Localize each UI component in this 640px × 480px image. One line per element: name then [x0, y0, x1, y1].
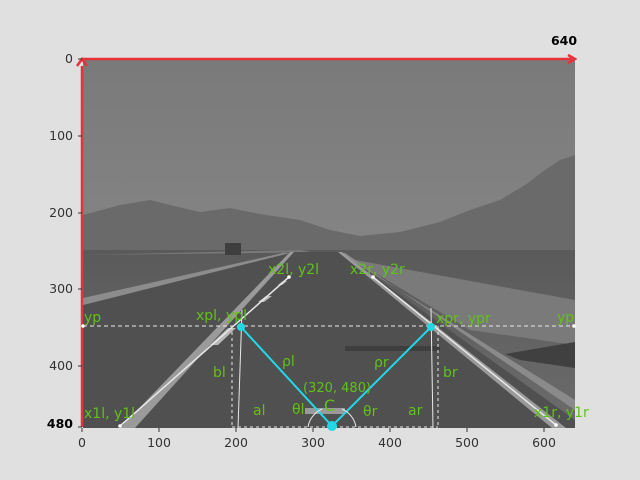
x-tick-label: 400	[378, 435, 402, 450]
x-tick-label: 200	[224, 435, 248, 450]
x-max-label: 640	[551, 33, 577, 48]
angle-arcs	[307, 408, 357, 428]
label-a-left: al	[253, 403, 265, 419]
y-ticks	[78, 58, 82, 428]
point-c	[327, 421, 337, 431]
point-pr	[427, 323, 435, 331]
point-2r	[371, 275, 375, 279]
y-tick-label: 300	[49, 281, 73, 296]
x-tick-label: 600	[532, 435, 556, 450]
label-yp-right: yp	[557, 310, 574, 326]
y-tick-label: 100	[49, 128, 73, 143]
label-yp-left: yp	[84, 310, 101, 326]
label-b-left: bl	[213, 365, 226, 381]
y-tick-label: 400	[49, 358, 73, 373]
point-2l	[287, 275, 291, 279]
y-tick-label: 200	[49, 205, 73, 220]
y-max-label: 480	[47, 416, 73, 431]
label-p1-right: x1r, y1r	[534, 405, 589, 421]
label-p2-right: x2r, y2r	[350, 262, 405, 278]
label-p1-left: x1l, y1l	[84, 406, 135, 422]
label-theta-right: θr	[363, 404, 378, 420]
x-tick-label: 100	[147, 435, 171, 450]
label-rho-right: ρr	[374, 355, 389, 371]
point-1l	[118, 424, 122, 428]
point-yp-left	[81, 324, 85, 328]
lane-lines	[119, 276, 557, 427]
label-p2-left: x2l, y2l	[268, 262, 319, 278]
label-pp-left: xpl, ypl	[196, 308, 247, 324]
point-pl	[237, 323, 245, 331]
point-1r	[554, 423, 558, 427]
x-tick-label: 0	[78, 435, 86, 450]
label-theta-left: θl	[292, 402, 304, 418]
x-ticks	[81, 428, 545, 432]
x-tick-label: 500	[455, 435, 479, 450]
label-a-right: ar	[408, 403, 423, 419]
label-center: C	[324, 396, 335, 415]
label-center-coord: (320, 480)	[303, 381, 371, 396]
y-tick-label: 0	[65, 51, 73, 66]
point-yp-right	[572, 324, 576, 328]
x-tick-label: 300	[301, 435, 325, 450]
key-points	[81, 275, 576, 431]
label-rho-left: ρl	[282, 354, 295, 370]
label-b-right: br	[443, 365, 458, 381]
label-pp-right: xpr, ypr	[436, 311, 491, 327]
runway-image	[83, 60, 575, 428]
